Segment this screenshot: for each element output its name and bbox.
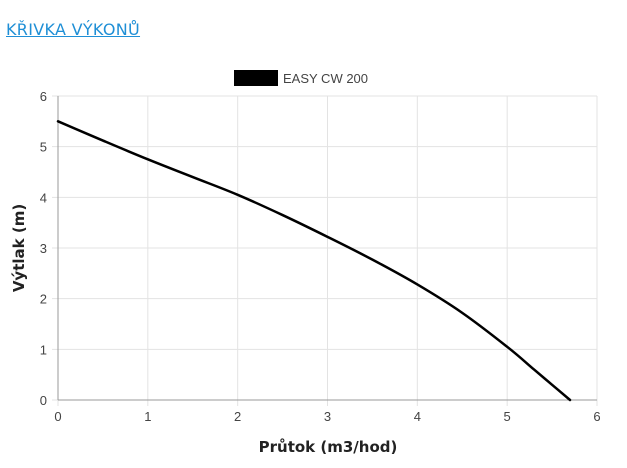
x-tick-label: 1 [144, 409, 151, 424]
chart-grid [52, 95, 598, 406]
y-axis-title: Výtlak (m) [10, 204, 28, 292]
x-tick-label: 0 [54, 409, 61, 424]
series-line-easy-cw-200 [56, 120, 572, 402]
y-axis-ticks: 0 1 2 3 4 5 6 [40, 89, 47, 408]
x-tick-label: 5 [504, 409, 511, 424]
y-tick-label: 0 [40, 393, 47, 408]
y-tick-label: 6 [40, 89, 47, 104]
legend-label-easy-cw-200: EASY CW 200 [283, 71, 368, 86]
x-tick-label: 6 [593, 409, 600, 424]
page-title[interactable]: KŘIVKA VÝKONŮ [6, 20, 141, 39]
y-tick-label: 1 [40, 342, 47, 357]
x-tick-label: 3 [324, 409, 331, 424]
x-tick-label: 2 [234, 409, 241, 424]
y-tick-label: 2 [40, 292, 47, 307]
legend[interactable]: EASY CW 200 [234, 70, 368, 86]
chart-axes [57, 96, 597, 401]
chart-series [56, 120, 572, 402]
y-tick-label: 4 [40, 190, 47, 205]
x-tick-label: 4 [414, 409, 421, 424]
y-tick-label: 5 [40, 140, 47, 155]
x-axis-title: Průtok (m3/hod) [259, 438, 398, 456]
x-axis-ticks: 0 1 2 3 4 5 6 [54, 409, 600, 424]
legend-swatch [234, 70, 278, 86]
y-tick-label: 3 [40, 241, 47, 256]
